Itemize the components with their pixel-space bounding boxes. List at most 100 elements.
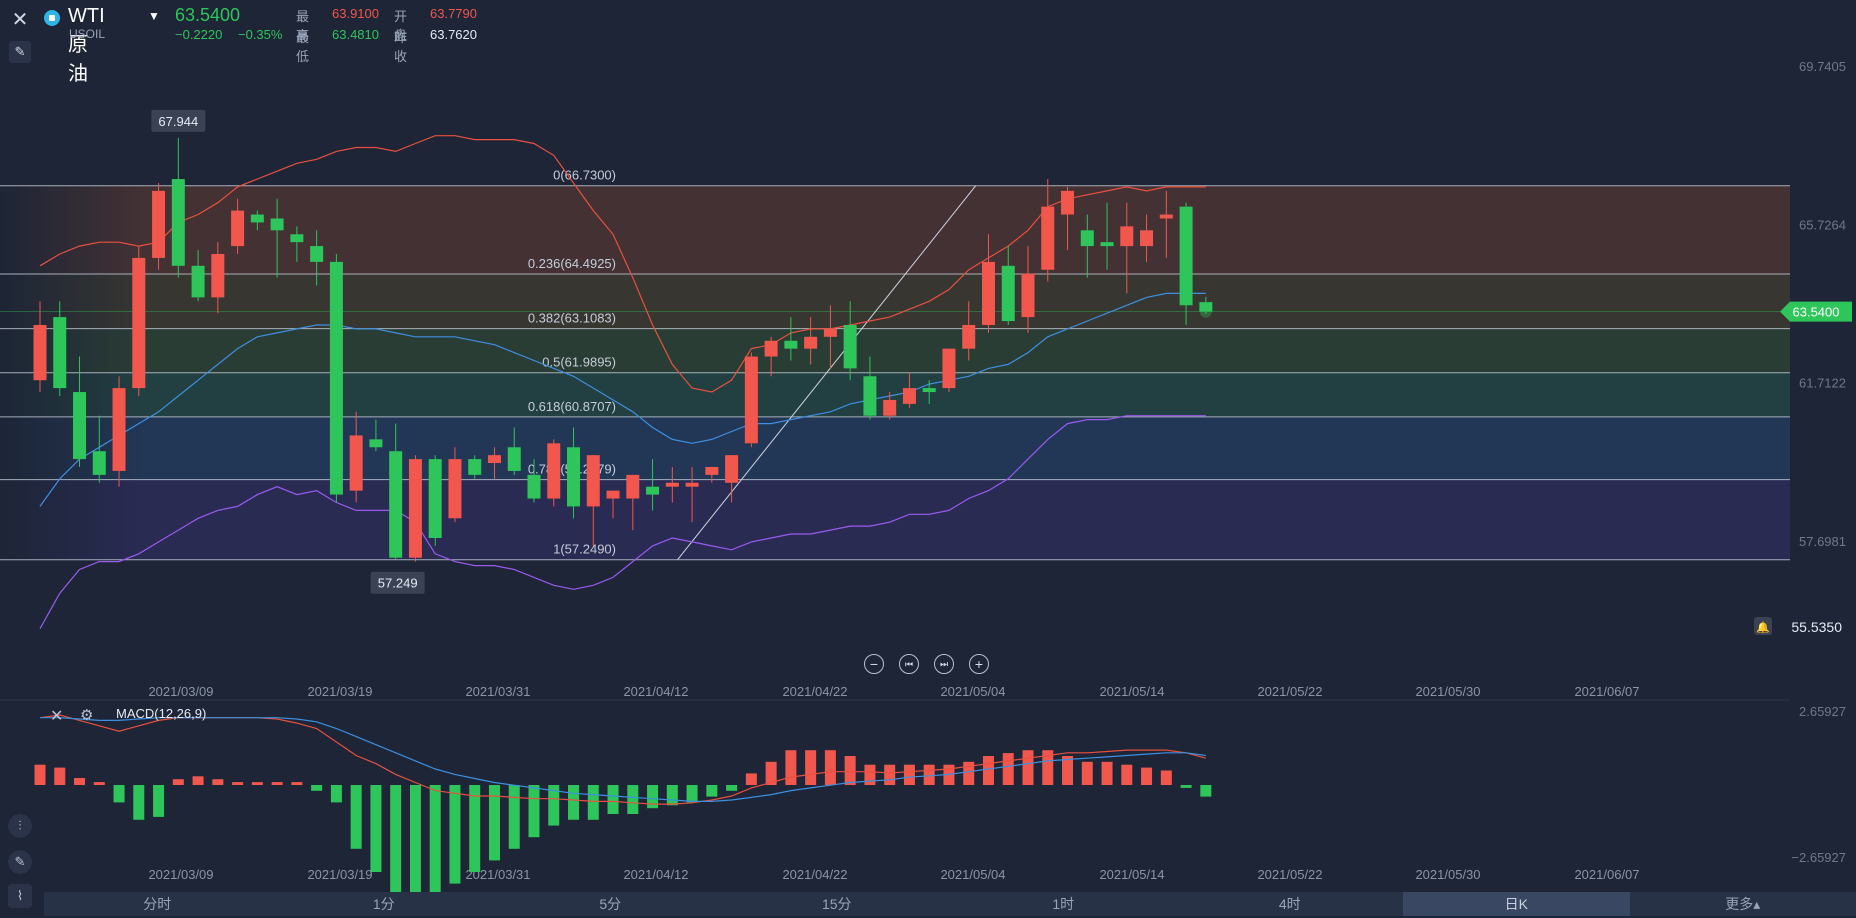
caret-down-icon[interactable]: ▼ xyxy=(148,9,160,23)
pen-icon[interactable]: ✎ xyxy=(8,850,32,874)
macd-x-axis-date-label: 2021/03/09 xyxy=(148,867,213,882)
macd-histogram-bar xyxy=(390,785,402,896)
skip-start-icon: ⏮ xyxy=(904,659,914,669)
macd-x-axis-date-label: 2021/05/30 xyxy=(1415,867,1480,882)
x-axis-date-label: 2021/06/07 xyxy=(1574,684,1639,699)
open-value: 63.7790 xyxy=(430,6,477,21)
macd-histogram-bar xyxy=(1062,756,1074,785)
macd-x-axis-date-label: 2021/05/14 xyxy=(1099,867,1164,882)
bollinger-lower-line xyxy=(39,415,1206,629)
indicator-icon[interactable]: ⫶ xyxy=(8,814,32,838)
trend-icon[interactable]: ⌇ xyxy=(8,884,32,908)
tab-timeframe[interactable]: 15分 xyxy=(821,896,852,912)
candle-body xyxy=(270,218,284,231)
go-start-button[interactable]: ⏮ xyxy=(899,654,919,674)
candle-body xyxy=(725,455,739,483)
plus-icon: + xyxy=(974,656,984,672)
candle-body xyxy=(389,451,403,558)
macd-histogram-bar xyxy=(666,785,678,806)
candle-body xyxy=(310,246,324,262)
candle-body xyxy=(1001,265,1015,322)
macd-x-axis-date-label: 2021/05/22 xyxy=(1257,867,1322,882)
timeframe-bar: 分时 1分 5分 15分 1时 4时 日K 更多▴ xyxy=(44,892,1856,916)
tab-timeframe[interactable]: 分时 xyxy=(143,896,172,912)
candle-body xyxy=(705,466,719,475)
macd-histogram-bar xyxy=(74,778,86,785)
low-label: 最低 xyxy=(296,30,310,64)
candle-body xyxy=(112,388,126,471)
gear-icon[interactable]: ⚙ xyxy=(80,707,94,724)
macd-histogram-bar xyxy=(686,785,698,803)
macd-histogram-bar xyxy=(133,785,145,820)
candle-body xyxy=(646,486,660,495)
macd-histogram-bar xyxy=(409,785,421,907)
macd-histogram-bar xyxy=(884,764,896,785)
zoom-in-button[interactable]: + xyxy=(969,654,989,674)
macd-histogram-bar xyxy=(271,782,283,785)
tab-more[interactable]: 更多▴ xyxy=(1725,896,1761,912)
macd-close-icon[interactable]: ✕ xyxy=(50,708,64,725)
macd-histogram-bar xyxy=(251,782,263,785)
candle-body xyxy=(586,455,600,507)
candle-body xyxy=(191,265,205,298)
x-axis-date-label: 2021/03/19 xyxy=(307,684,372,699)
macd-histogram-bar xyxy=(1101,761,1113,785)
candle-body xyxy=(329,261,343,495)
price-change: −0.2220 xyxy=(175,27,223,42)
candle-body xyxy=(1199,302,1213,312)
macd-histogram-bar xyxy=(607,785,619,814)
symbol-logo-icon xyxy=(44,10,60,26)
x-axis-date-label: 2021/05/14 xyxy=(1099,684,1164,699)
candle-body xyxy=(250,214,264,223)
macd-histogram-bar xyxy=(726,785,738,791)
x-axis-date-label: 2021/04/22 xyxy=(782,684,847,699)
candle-body xyxy=(863,376,877,416)
tab-timeframe[interactable]: 1分 xyxy=(372,896,395,912)
macd-histogram-bar xyxy=(153,785,165,817)
close-icon[interactable]: ✕ xyxy=(11,9,29,31)
macd-x-axis-date-label: 2021/03/19 xyxy=(307,867,372,882)
zoom-out-button[interactable]: − xyxy=(864,654,884,674)
macd-histogram-bar xyxy=(1160,770,1172,785)
tab-timeframe[interactable]: 5分 xyxy=(599,896,622,912)
candle-body xyxy=(349,435,363,491)
macd-histogram-bar xyxy=(824,750,836,785)
go-end-button[interactable]: ⏭ xyxy=(934,654,954,674)
macd-histogram-bar xyxy=(1180,785,1192,788)
current-price-tag xyxy=(1780,301,1852,322)
tab-timeframe[interactable]: 4时 xyxy=(1278,896,1301,912)
x-axis-date-label: 2021/05/30 xyxy=(1415,684,1480,699)
macd-histogram-bar xyxy=(903,764,915,785)
macd-histogram-bar xyxy=(785,750,797,785)
tab-timeframe[interactable]: 1时 xyxy=(1052,896,1075,912)
macd-histogram-bar xyxy=(1081,761,1093,785)
high-label: 最高 xyxy=(296,9,310,43)
last-price-glow xyxy=(1199,305,1212,318)
candle-body xyxy=(626,474,640,499)
pencil-icon[interactable]: ✎ xyxy=(9,41,31,63)
macd-label: MACD(12,26,9) xyxy=(116,706,207,721)
symbol-name[interactable]: WTI原油 xyxy=(68,5,105,85)
candle-body xyxy=(764,340,778,357)
prev-close-value: 63.7620 xyxy=(430,27,477,42)
price-axis-tick: 57.6981 xyxy=(1799,534,1846,549)
candle-body xyxy=(1041,206,1055,270)
candle-body xyxy=(823,328,837,337)
macd-histogram-bar xyxy=(508,785,520,849)
fib-level-label: 1(57.2490) xyxy=(553,542,616,557)
macd-histogram-bar xyxy=(1200,785,1212,797)
fib-trendline xyxy=(677,185,977,561)
tab-timeframe-active[interactable]: 日K xyxy=(1403,892,1630,916)
macd-x-axis-date-label: 2021/06/07 xyxy=(1574,867,1639,882)
minus-icon: − xyxy=(869,656,879,672)
candle-body xyxy=(152,190,166,258)
macd-histogram-bar xyxy=(528,785,540,838)
macd-histogram-bar xyxy=(291,782,303,785)
macd-histogram-bar xyxy=(1141,767,1153,785)
fib-level-label: 0.5(61.9895) xyxy=(542,355,616,370)
macd-histogram-bar xyxy=(706,785,718,797)
candle-body xyxy=(448,459,462,519)
candle-body xyxy=(1080,230,1094,247)
